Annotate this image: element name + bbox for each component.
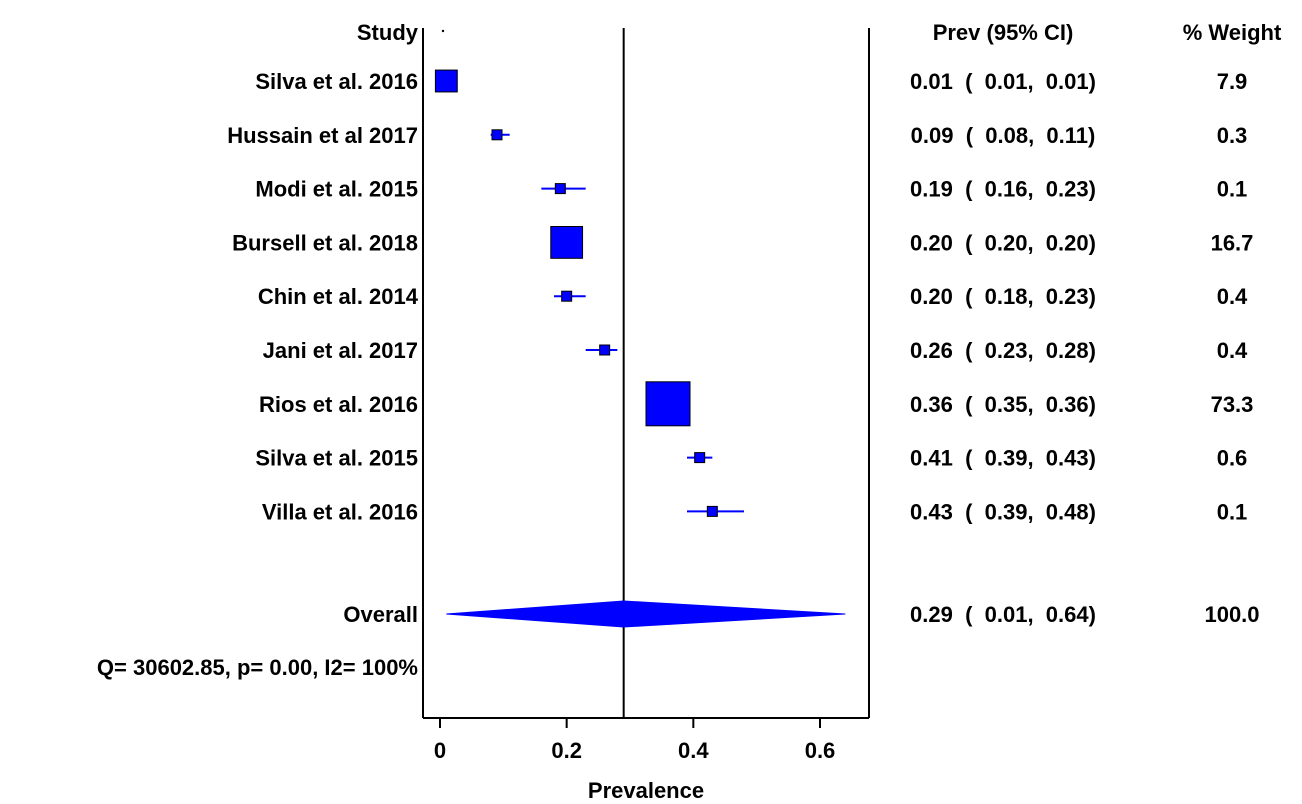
overall-ci-text: 0.29 ( 0.01, 0.64) bbox=[910, 602, 1096, 627]
study-ci-text: 0.26 ( 0.23, 0.28) bbox=[910, 338, 1096, 363]
study-label: Hussain et al 2017 bbox=[227, 123, 418, 148]
study-ci-text: 0.20 ( 0.18, 0.23) bbox=[910, 284, 1096, 309]
study-marker bbox=[694, 452, 706, 464]
study-ci-text: 0.41 ( 0.39, 0.43) bbox=[910, 446, 1096, 471]
plot-corner-dot bbox=[441, 29, 445, 33]
study-ci-text: 0.20 ( 0.20, 0.20) bbox=[910, 230, 1096, 255]
study-ci-text: 0.09 ( 0.08, 0.11) bbox=[911, 123, 1096, 148]
study-label: Silva et al. 2015 bbox=[255, 446, 418, 471]
study-ci-text: 0.19 ( 0.16, 0.23) bbox=[910, 177, 1096, 202]
study-marker bbox=[554, 183, 566, 195]
study-weight: 73.3 bbox=[1211, 392, 1254, 417]
weight-header: % Weight bbox=[1183, 20, 1282, 45]
x-ticks: 0 0.2 0.4 0.6 bbox=[434, 718, 835, 763]
x-tick-label: 0.2 bbox=[551, 738, 582, 763]
study-weight: 0.4 bbox=[1217, 338, 1248, 363]
study-label: Chin et al. 2014 bbox=[258, 284, 419, 309]
study-weight: 0.4 bbox=[1217, 284, 1248, 309]
study-marker bbox=[645, 381, 691, 427]
estimate-header: Prev (95% CI) bbox=[933, 20, 1074, 45]
x-tick-label: 0.4 bbox=[678, 738, 709, 763]
study-marker bbox=[434, 69, 458, 93]
overall-label: Overall bbox=[343, 602, 418, 627]
x-tick-label: 0 bbox=[434, 738, 446, 763]
study-weight: 0.1 bbox=[1217, 177, 1248, 202]
study-label: Bursell et al. 2018 bbox=[232, 230, 418, 255]
study-header: Study bbox=[357, 20, 419, 45]
study-weight: 0.1 bbox=[1217, 499, 1248, 524]
overall-weight: 100.0 bbox=[1204, 602, 1259, 627]
overall-diamond bbox=[446, 600, 846, 628]
study-label: Villa et al. 2016 bbox=[262, 499, 418, 524]
study-marker bbox=[491, 129, 503, 141]
chart-marks bbox=[434, 28, 846, 718]
study-label: Modi et al. 2015 bbox=[255, 177, 418, 202]
study-label: Rios et al. 2016 bbox=[259, 392, 418, 417]
row-labels: Silva et al. 2016 0.01 ( 0.01, 0.01) 7.9 Hu… bbox=[227, 69, 1253, 524]
heterogeneity-stats: Q= 30602.85, p= 0.00, I2= 100% bbox=[97, 655, 418, 680]
study-label: Silva et al. 2016 bbox=[255, 69, 418, 94]
study-marker bbox=[706, 505, 718, 517]
x-axis-label: Prevalence bbox=[588, 778, 704, 803]
study-marker bbox=[599, 344, 611, 356]
study-weight: 0.3 bbox=[1217, 123, 1248, 148]
study-weight: 0.6 bbox=[1217, 446, 1248, 471]
study-marker bbox=[561, 290, 573, 302]
study-marker bbox=[550, 226, 584, 259]
study-weight: 16.7 bbox=[1211, 230, 1254, 255]
study-ci-text: 0.36 ( 0.35, 0.36) bbox=[910, 392, 1096, 417]
study-weight: 7.9 bbox=[1217, 69, 1248, 94]
x-tick-label: 0.6 bbox=[805, 738, 836, 763]
study-label: Jani et al. 2017 bbox=[263, 338, 418, 363]
study-ci-text: 0.01 ( 0.01, 0.01) bbox=[910, 69, 1096, 94]
study-ci-text: 0.43 ( 0.39, 0.48) bbox=[910, 499, 1096, 524]
